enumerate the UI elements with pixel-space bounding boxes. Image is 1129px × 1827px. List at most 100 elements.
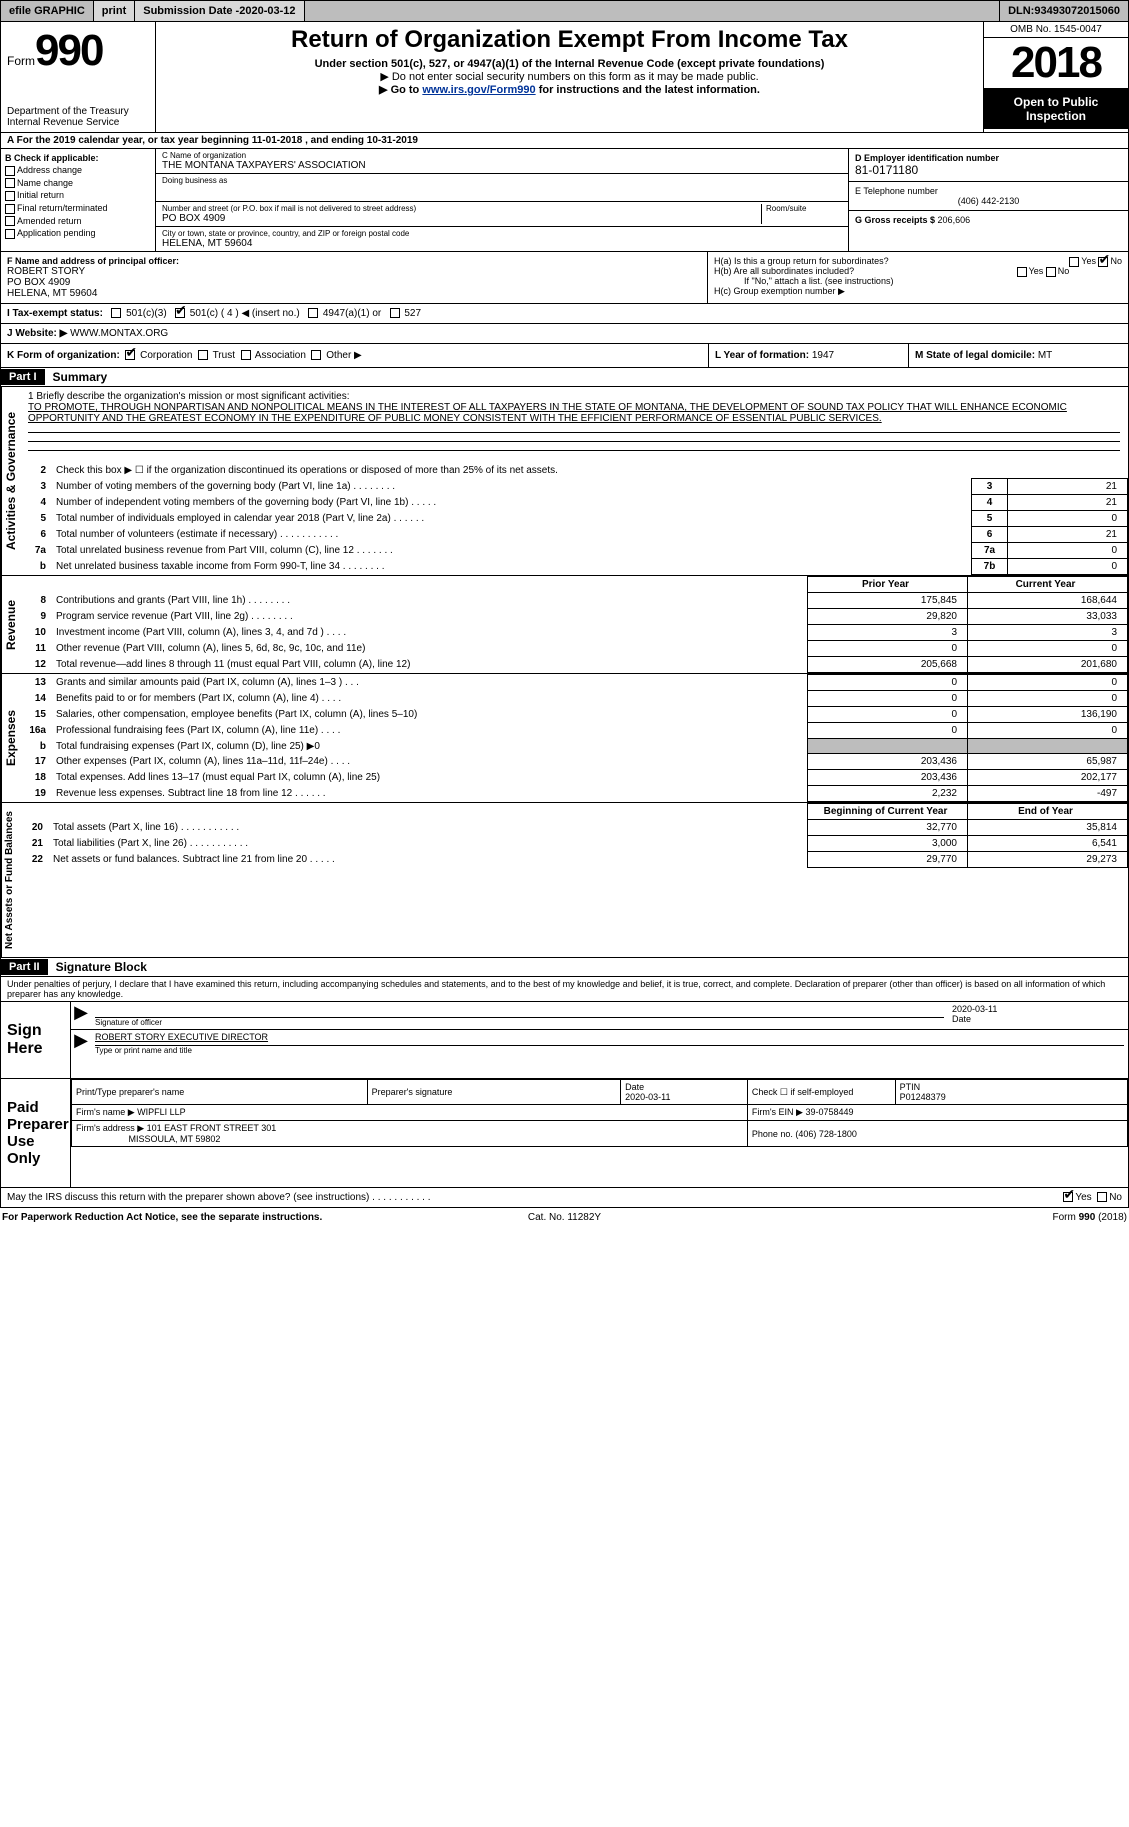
gross-cell: G Gross receipts $ 206,606 <box>849 211 1128 229</box>
info-grid: B Check if applicable: Address change Na… <box>0 149 1129 252</box>
form-header-right: OMB No. 1545-0047 2018 Open to Public In… <box>983 22 1128 132</box>
submission-date-value: 2020-03-12 <box>239 5 295 17</box>
part1-title: Summary <box>45 368 116 386</box>
hb-row: H(b) Are all subordinates included? Yes … <box>714 266 1122 276</box>
discuss-text: May the IRS discuss this return with the… <box>7 1192 922 1203</box>
arrow-icon: ▶ <box>71 1030 91 1057</box>
officer-addr2: HELENA, MT 59604 <box>7 288 701 299</box>
yes-label: Yes <box>1029 266 1044 276</box>
table-row: 9Program service revenue (Part VIII, lin… <box>20 609 1128 625</box>
dln-label: DLN: <box>1008 5 1034 17</box>
preparer-table: Print/Type preparer's name Preparer's si… <box>71 1079 1128 1147</box>
form-subtitle-3: ▶ Go to www.irs.gov/Form990 for instruct… <box>166 83 973 96</box>
officer-name: ROBERT STORY <box>7 266 701 277</box>
k-row: K Form of organization: Corporation Trus… <box>0 344 1129 368</box>
sign-date: 2020-03-11 <box>952 1004 1124 1014</box>
na-cy-header: End of Year <box>968 804 1128 820</box>
firm-name: WIPFLI LLP <box>137 1107 186 1117</box>
opt-label: Amended return <box>17 216 82 226</box>
firm-addr-cell: Firm's address ▶ 101 EAST FRONT STREET 3… <box>72 1121 748 1147</box>
print-button[interactable]: print <box>94 1 135 21</box>
firm-addr-label: Firm's address ▶ <box>76 1123 147 1133</box>
officer-signature-field: Signature of officer <box>91 1002 948 1029</box>
form-word: Form <box>7 54 35 68</box>
addr-label: Number and street (or P.O. box if mail i… <box>162 204 757 213</box>
ha-row: H(a) Is this a group return for subordin… <box>714 256 1122 266</box>
prior-year-header: Prior Year <box>808 577 968 593</box>
revenue-label: Revenue <box>1 576 20 673</box>
form-header: Form 990 Department of the Treasury Inte… <box>0 22 1129 133</box>
city-value: HELENA, MT 59604 <box>162 238 842 249</box>
form-number: 990 <box>35 26 102 76</box>
k-assoc: Association <box>255 350 306 361</box>
tel-label: E Telephone number <box>855 186 1122 196</box>
table-row: 13Grants and similar amounts paid (Part … <box>20 675 1128 691</box>
firm-addr2: MISSOULA, MT 59802 <box>129 1134 221 1144</box>
part2-bar: Part II Signature Block <box>0 958 1129 977</box>
ha-label: H(a) Is this a group return for subordin… <box>714 256 889 266</box>
preparer-label: Paid Preparer Use Only <box>1 1079 71 1187</box>
omb-number: OMB No. 1545-0047 <box>984 22 1128 38</box>
block-f-label: F Name and address of principal officer: <box>7 256 701 266</box>
table-row: bNet unrelated business taxable income f… <box>20 559 1128 575</box>
table-row: 4Number of independent voting members of… <box>20 495 1128 511</box>
officer-name-value: ROBERT STORY EXECUTIVE DIRECTOR <box>95 1032 1124 1046</box>
firm-label: Firm's name ▶ <box>76 1107 137 1117</box>
ts-o3: 4947(a)(1) or <box>323 308 381 319</box>
expenses-section: Expenses 13Grants and similar amounts pa… <box>0 674 1129 803</box>
form-header-left: Form 990 Department of the Treasury Inte… <box>1 22 156 132</box>
ptin-cell: PTINP01248379 <box>895 1080 1127 1105</box>
gov-lines: 2Check this box ▶ ☐ if the organization … <box>20 463 1128 575</box>
m-label: M State of legal domicile: <box>915 350 1038 361</box>
block-b-title: B Check if applicable: <box>5 153 151 163</box>
opt-final: Final return/terminated <box>5 203 151 214</box>
k-trust: Trust <box>213 350 235 361</box>
block-d: D Employer identification number 81-0171… <box>848 149 1128 251</box>
opt-address-change: Address change <box>5 165 151 176</box>
tel-value: (406) 442-2130 <box>855 196 1122 206</box>
form-990-title: Form 990 <box>7 26 149 76</box>
ts-o2: 501(c) ( 4 ) ◀ (insert no.) <box>190 308 300 319</box>
sign-date-field: 2020-03-11 Date <box>948 1002 1128 1029</box>
netassets-lines: Beginning of Current Year End of Year 20… <box>17 803 1128 868</box>
signature-label: Signature of officer <box>95 1018 944 1027</box>
website-row: J Website: ▶ WWW.MONTAX.ORG <box>0 324 1129 344</box>
block-m: M State of legal domicile: MT <box>908 344 1128 367</box>
block-h: H(a) Is this a group return for subordin… <box>708 252 1128 303</box>
irs-link[interactable]: www.irs.gov/Form990 <box>422 84 535 96</box>
sub3-post: for instructions and the latest informat… <box>539 84 760 96</box>
mission-text: TO PROMOTE, THROUGH NONPARTISAN AND NONP… <box>28 402 1120 424</box>
tax-status-label: I Tax-exempt status: <box>7 308 103 319</box>
table-row: 14Benefits paid to or for members (Part … <box>20 691 1128 707</box>
gov-label: Activities & Governance <box>1 387 20 575</box>
dba-row: Doing business as <box>156 174 848 202</box>
firm-ein-label: Firm's EIN ▶ <box>752 1107 806 1117</box>
prep-date-cell: Date2020-03-11 <box>621 1080 748 1105</box>
submission-date: Submission Date - 2020-03-12 <box>135 1 304 21</box>
firm-ein-cell: Firm's EIN ▶ 39-0758449 <box>747 1105 1127 1121</box>
phone-value: (406) 728-1800 <box>795 1129 857 1139</box>
tax-year: 2018 <box>984 38 1128 89</box>
revenue-lines: Prior Year Current Year 8Contributions a… <box>20 576 1128 673</box>
opt-pending: Application pending <box>5 228 151 239</box>
prep-date-label: Date <box>625 1082 644 1092</box>
part2-title: Signature Block <box>48 958 155 976</box>
prep-sig-label: Preparer's signature <box>367 1080 620 1105</box>
table-row: 5Total number of individuals employed in… <box>20 511 1128 527</box>
table-row: 3Number of voting members of the governi… <box>20 479 1128 495</box>
netassets-label: Net Assets or Fund Balances <box>1 803 17 957</box>
table-row: 12Total revenue—add lines 8 through 11 (… <box>20 657 1128 673</box>
k-other: Other ▶ <box>326 350 361 361</box>
firm-name-cell: Firm's name ▶ WIPFLI LLP <box>72 1105 748 1121</box>
tel-cell: E Telephone number (406) 442-2130 <box>849 182 1128 211</box>
opt-label: Address change <box>17 165 82 175</box>
form-ref: Form 990 (2018) <box>752 1212 1127 1223</box>
department-label: Department of the Treasury Internal Reve… <box>7 106 149 128</box>
yes-label: Yes <box>1081 256 1096 266</box>
gross-value: 206,606 <box>938 215 971 225</box>
table-row: 7aTotal unrelated business revenue from … <box>20 543 1128 559</box>
city-label: City or town, state or province, country… <box>162 229 842 238</box>
addr-row: Number and street (or P.O. box if mail i… <box>156 202 848 227</box>
sign-here-section: Sign Here ▶ Signature of officer 2020-03… <box>0 1002 1129 1079</box>
discuss-no: No <box>1109 1192 1122 1203</box>
